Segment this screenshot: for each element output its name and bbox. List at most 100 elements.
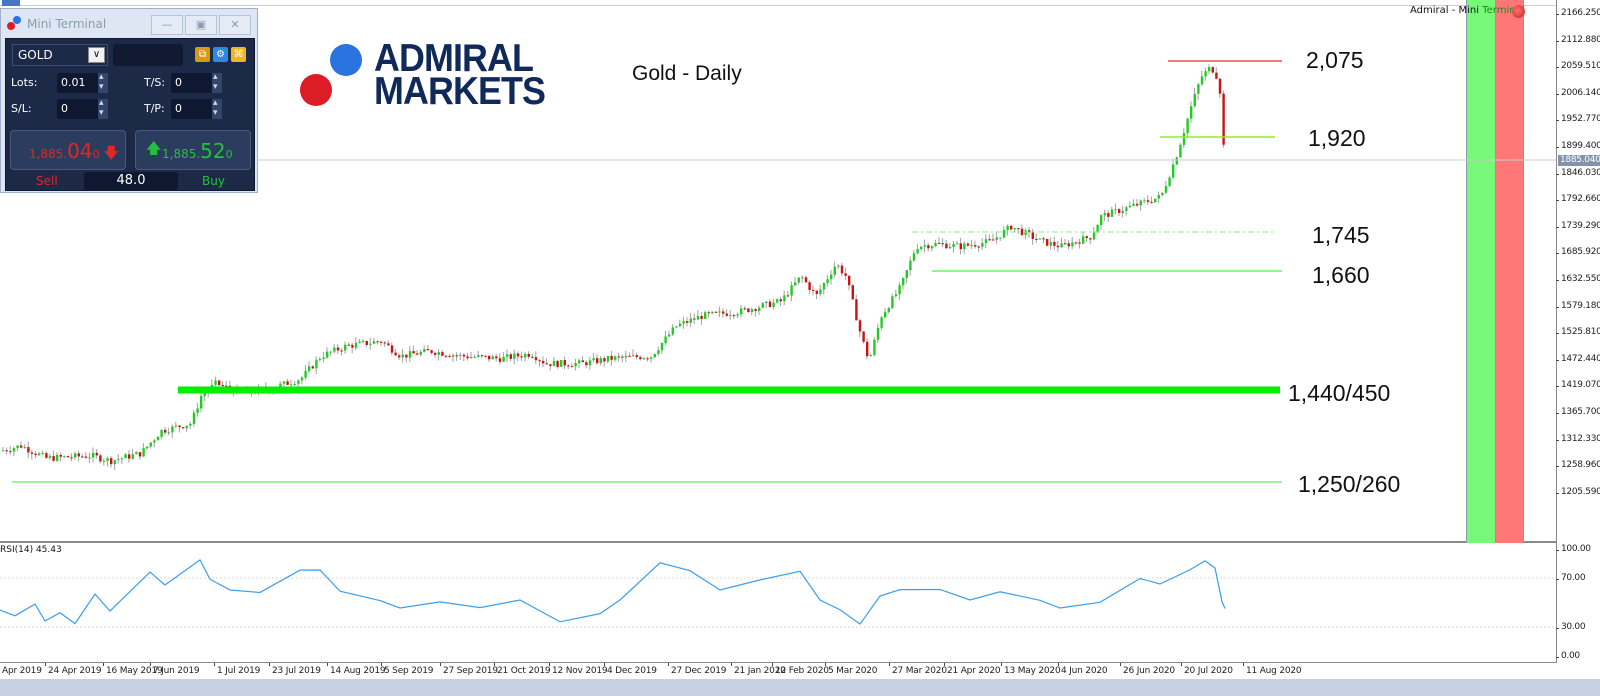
- tp-label: T/P:: [144, 102, 165, 115]
- price-axis-label: 1205.590: [1556, 486, 1600, 497]
- chart-window-caption: Admiral - Mini Terminal: [1410, 5, 1525, 16]
- time-axis-label: 21 Jan 2020: [731, 663, 786, 676]
- time-axis-label: 11 Aug 2020: [1242, 663, 1302, 676]
- gear-icon[interactable]: ⚙: [213, 47, 228, 62]
- candlestick-plot: [0, 60, 1556, 628]
- time-axis-label: 13 May 2020: [1001, 663, 1061, 676]
- chart-window-icon: [2, 0, 20, 6]
- price-axis-label: 1579.180: [1556, 300, 1600, 311]
- time-axis-label: 12 Feb 2020: [772, 663, 829, 676]
- mini-terminal-window[interactable]: Mini Terminal — ▣ ✕ GOLD ∨ ⧉ ⚙ ⌘ Lots: 0.…: [0, 8, 258, 193]
- price-axis-label: 2059.510: [1556, 61, 1600, 72]
- lots-label: Lots:: [11, 76, 38, 89]
- admiral-logo-icon-red: [7, 22, 15, 30]
- sell-zone-column: [1495, 0, 1524, 543]
- rsi-axis-label: 70.00: [1555, 573, 1586, 583]
- current-price-tag: 1885.040: [1558, 155, 1600, 166]
- level-label-1745: 1,745: [1312, 222, 1370, 248]
- tp-stepper[interactable]: [212, 98, 222, 119]
- price-axis[interactable]: 1885.040 2166.250 2112.880 2059.510 2006.14…: [1555, 0, 1600, 663]
- price-axis-label: 1846.030: [1556, 167, 1600, 178]
- rsi-axis-label: 30.00: [1555, 622, 1586, 632]
- buy-price: 🡅 1,885.520: [146, 139, 233, 163]
- symbol-info-box: [113, 44, 183, 66]
- status-strip: [0, 679, 1600, 696]
- buy-zone-column: [1466, 0, 1495, 543]
- price-axis-label: 1952.770: [1556, 114, 1600, 125]
- level-label-1660: 1,660: [1312, 262, 1370, 288]
- rsi-axis-label: 0.00: [1556, 651, 1580, 661]
- price-axis-label: 1419.070: [1556, 380, 1600, 391]
- time-axis-label: 26 Jun 2020: [1120, 663, 1175, 676]
- sell-price: 1,885.040 🡇: [29, 139, 119, 163]
- admiral-logo-icon: [13, 16, 21, 24]
- time-axis-label: 5 Mar 2020: [824, 663, 878, 676]
- price-axis-label: 1739.290: [1556, 220, 1600, 231]
- time-axis-label: 24 Apr 2019: [44, 663, 102, 676]
- maximize-button[interactable]: ▣: [185, 15, 217, 35]
- close-button[interactable]: ✕: [219, 15, 251, 35]
- price-axis-label: 1792.660: [1556, 194, 1600, 205]
- time-axis-label: 27 Sep 2019: [440, 663, 498, 676]
- price-axis-label: 1472.440: [1556, 353, 1600, 364]
- top-tab-strip: [0, 0, 1600, 6]
- level-label-1920: 1,920: [1308, 125, 1366, 151]
- time-axis-label: 16 May 2019: [103, 663, 163, 676]
- close-chart-icon[interactable]: [1512, 5, 1525, 18]
- tp-input[interactable]: 0: [171, 99, 213, 119]
- level-label-1250: 1,250/260: [1298, 471, 1401, 497]
- logo-word-1: ADMIRAL: [374, 37, 534, 80]
- sl-input[interactable]: 0: [57, 99, 99, 119]
- time-axis-label: 5 Sep 2019: [380, 663, 434, 676]
- sell-button[interactable]: 1,885.040 🡇: [10, 130, 126, 170]
- time-axis-label: 4 Dec 2019: [604, 663, 657, 676]
- lots-input[interactable]: 0.01: [57, 73, 99, 93]
- time-axis-label: 21 Oct 2019: [493, 663, 551, 676]
- price-axis-label: 1258.960: [1556, 460, 1600, 471]
- price-axis-label: 1525.810: [1556, 327, 1600, 338]
- link-icon[interactable]: ⧉: [195, 47, 210, 62]
- time-axis-label: 23 Jul 2019: [269, 663, 321, 676]
- time-axis[interactable]: Apr 2019 24 Apr 2019 16 May 2019 7 Jun 2019…: [0, 663, 1600, 679]
- layout-icon[interactable]: ⌘: [231, 47, 246, 62]
- time-axis-label: 12 Nov 2019: [548, 663, 608, 676]
- time-axis-label: 20 Jul 2020: [1181, 663, 1233, 676]
- spread-value: 48.0: [84, 172, 178, 190]
- lots-stepper[interactable]: [98, 72, 108, 93]
- price-axis-label: 1312.330: [1556, 433, 1600, 444]
- rsi-indicator-label: RSI(14) 45.43: [0, 545, 62, 555]
- price-axis-label: 1365.700: [1556, 407, 1600, 417]
- time-axis-label: 4 Jun 2020: [1057, 663, 1108, 676]
- price-axis-label: 2006.140: [1556, 87, 1600, 98]
- symbol-select[interactable]: GOLD ∨: [12, 44, 108, 66]
- mini-terminal-titlebar[interactable]: Mini Terminal — ▣ ✕: [1, 9, 259, 37]
- arrow-up-icon: 🡅: [146, 139, 162, 157]
- arrow-down-icon: 🡇: [103, 144, 119, 162]
- price-chart-area[interactable]: [0, 6, 1556, 543]
- time-axis-label: Apr 2019: [0, 663, 42, 676]
- level-label-2075: 2,075: [1306, 47, 1364, 73]
- sl-stepper[interactable]: [98, 98, 108, 119]
- time-axis-label: 7 Jun 2019: [149, 663, 200, 676]
- price-axis-label: 1685.920: [1556, 247, 1600, 258]
- logo-red-dot: [300, 74, 332, 106]
- ts-stepper[interactable]: [212, 72, 222, 93]
- rsi-subwindow[interactable]: [0, 545, 1556, 663]
- mini-terminal-panel: GOLD∨ ⧉ ⚙ ⌘ Lots: 0.01 S/L: 0 T/S: 0 T/P…: [5, 38, 255, 191]
- price-axis-label: 2112.880: [1556, 34, 1600, 45]
- chevron-down-icon[interactable]: ∨: [88, 47, 105, 63]
- ts-input[interactable]: 0: [171, 73, 213, 93]
- buy-label[interactable]: Buy: [202, 174, 225, 188]
- minimize-button[interactable]: —: [151, 15, 183, 35]
- sell-label[interactable]: Sell: [36, 174, 58, 188]
- price-axis-label: 1632.550: [1556, 274, 1600, 284]
- rsi-axis-label: 100.00: [1556, 544, 1591, 554]
- time-axis-label: 27 Mar 2020: [889, 663, 947, 676]
- mini-terminal-title: Mini Terminal: [27, 17, 107, 31]
- time-axis-label: 14 Aug 2019: [326, 663, 386, 676]
- buy-button[interactable]: 🡅 1,885.520: [135, 130, 251, 170]
- time-axis-label: 27 Dec 2019: [667, 663, 727, 676]
- ts-label: T/S:: [144, 76, 166, 89]
- sl-label: S/L:: [11, 102, 32, 115]
- logo-word-2: MARKETS: [374, 70, 546, 113]
